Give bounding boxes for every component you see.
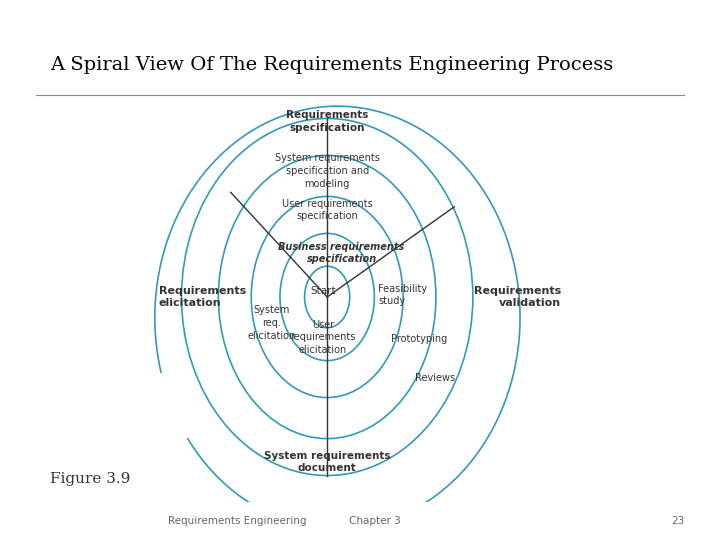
Text: Prototyping: Prototyping: [391, 334, 447, 344]
Text: 8: 8: [644, 63, 652, 73]
Text: 23: 23: [671, 516, 684, 526]
Text: Feasibility
study: Feasibility study: [379, 284, 428, 306]
Text: Reviews: Reviews: [415, 373, 456, 383]
Text: System requirements
document: System requirements document: [264, 451, 390, 474]
Text: SOFTWARE
ENGINEERING: SOFTWARE ENGINEERING: [629, 21, 667, 32]
Text: Requirements
elicitation: Requirements elicitation: [159, 286, 246, 308]
Text: User requirements
specification: User requirements specification: [282, 199, 372, 221]
Text: Requirements
validation: Requirements validation: [474, 286, 561, 308]
Text: Figure 3.9: Figure 3.9: [50, 472, 131, 486]
Text: Chapter 3: Chapter 3: [348, 516, 400, 526]
Text: System requirements
specification and
modeling: System requirements specification and mo…: [275, 153, 379, 189]
Text: Business requirements
specification: Business requirements specification: [279, 241, 405, 265]
Text: A Spiral View Of The Requirements Engineering Process: A Spiral View Of The Requirements Engine…: [50, 56, 613, 74]
Text: Start: Start: [310, 286, 336, 296]
Text: Requirements Engineering: Requirements Engineering: [168, 516, 307, 526]
Text: User
requirements
elicitation: User requirements elicitation: [290, 320, 356, 355]
Text: Requirements
specification: Requirements specification: [286, 110, 369, 133]
Text: System
req.
elicitation: System req. elicitation: [248, 305, 296, 341]
